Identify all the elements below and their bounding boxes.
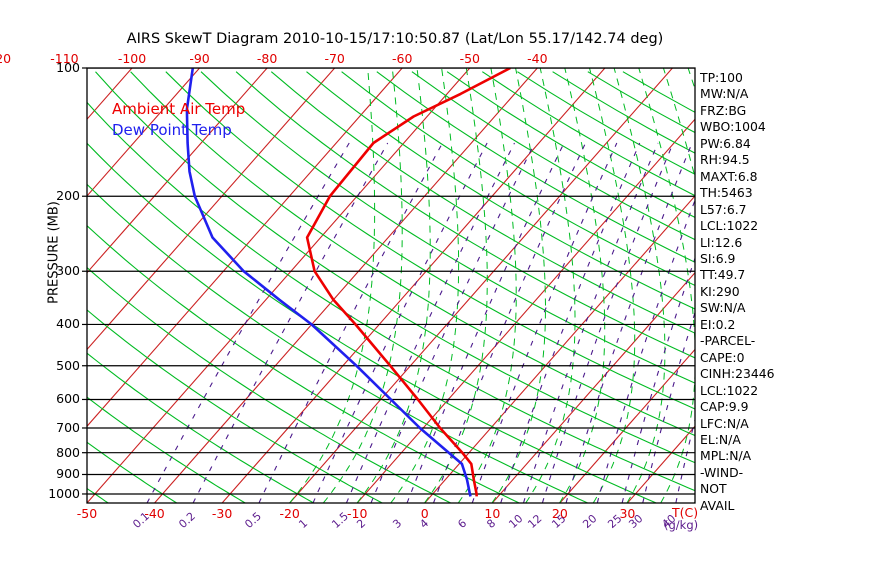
pressure-tick-label: 300 xyxy=(56,263,80,279)
legend-item: KI:290 xyxy=(700,283,740,299)
top-temperature-tick-label: -70 xyxy=(324,51,345,66)
ambient-temp-series-label: Ambient Air Temp xyxy=(112,100,246,118)
legend-item: FRZ:BG xyxy=(700,102,747,118)
legend-item: TT:49.7 xyxy=(700,267,746,283)
legend-item: LI:12.6 xyxy=(700,234,743,250)
bottom-temperature-tick-label: -30 xyxy=(211,506,233,521)
legend-item: L57:6.7 xyxy=(700,201,747,217)
bottom-temperature-tick-label: -10 xyxy=(347,506,368,521)
pressure-tick-label: 200 xyxy=(56,188,80,204)
pressure-tick-label: 600 xyxy=(56,391,80,407)
legend-item: MAXT:6.8 xyxy=(700,168,758,184)
pressure-tick-label: 1000 xyxy=(48,485,80,501)
pressure-tick-label: 500 xyxy=(56,357,80,373)
bottom-temperature-tick-label: 10 xyxy=(484,506,501,521)
legend-item: EL:N/A xyxy=(700,431,741,447)
bottom-temperature-tick-label: -20 xyxy=(279,506,300,521)
pressure-tick-label: 400 xyxy=(56,316,80,332)
legend-item: CINH:23446 xyxy=(700,366,775,382)
top-temperature-tick-label: -80 xyxy=(256,51,278,66)
top-temperature-tick-label: -110 xyxy=(50,51,79,66)
legend-item: -WIND- xyxy=(700,464,744,480)
bottom-temperature-tick-label: 20 xyxy=(551,506,568,521)
legend-item: LFC:N/A xyxy=(700,415,749,431)
legend-item: MW:N/A xyxy=(700,86,749,102)
legend-item: CAPE:0 xyxy=(700,349,745,365)
bottom-temperature-tick-label: 30 xyxy=(619,506,636,521)
legend-item: SI:6.9 xyxy=(700,250,736,266)
bottom-temperature-tick-label: 0 xyxy=(420,506,429,521)
legend-item: RH:94.5 xyxy=(700,152,750,168)
legend-item: MPL:N/A xyxy=(700,448,752,464)
top-temperature-tick-label: -100 xyxy=(117,51,147,66)
pressure-tick-label: 100 xyxy=(56,60,80,75)
top-temperature-tick-label: -50 xyxy=(459,51,480,66)
top-temperature-tick-label: -60 xyxy=(392,51,413,66)
legend-item: EI:0.2 xyxy=(700,316,736,332)
legend-item: -PARCEL- xyxy=(700,333,756,349)
ambient-temp-curve xyxy=(305,68,511,497)
legend-item: WBO:1004 xyxy=(700,119,766,135)
legend-item: PW:6.84 xyxy=(700,135,751,151)
bottom-temperature-tick-label: -50 xyxy=(76,506,98,521)
y-axis-label: PRESSURE (MB) xyxy=(46,201,62,304)
legend-item: LCL:1022 xyxy=(700,382,759,398)
legend-item: TP:100 xyxy=(700,70,743,85)
top-temperature-tick-label: -120 xyxy=(0,51,12,66)
mixing-ratio-axis-unit-label: (g/kg) xyxy=(664,518,699,532)
legend-item: TH:5463 xyxy=(700,185,753,201)
pressure-tick-label: 800 xyxy=(56,444,80,460)
top-temperature-tick-label: -40 xyxy=(527,51,548,66)
legend-item: LCL:1022 xyxy=(700,218,759,234)
temperature-axis-unit-label: T(C) xyxy=(672,505,699,520)
legend-item: AVAIL xyxy=(700,497,735,513)
legend-item: NOT xyxy=(700,481,727,497)
dewpoint-temp-series-label: Dew Point Temp xyxy=(112,121,232,139)
pressure-tick-label: 700 xyxy=(56,419,80,435)
top-temperature-tick-label: -90 xyxy=(189,51,210,66)
legend-item: SW:N/A xyxy=(700,300,746,316)
dewpoint-temp-curve xyxy=(185,68,472,497)
page-title: AIRS SkewT Diagram 2010-10-15/17:10:50.8… xyxy=(126,31,664,47)
sounding-indices-legend: TP:100 MW:N/A FRZ:BG WBO:1004 PW:6.84 RH:94.5… xyxy=(700,70,860,514)
bottom-temperature-tick-label: -40 xyxy=(144,506,165,521)
pressure-tick-label: 900 xyxy=(56,466,80,482)
legend-item: CAP:9.9 xyxy=(700,399,749,415)
